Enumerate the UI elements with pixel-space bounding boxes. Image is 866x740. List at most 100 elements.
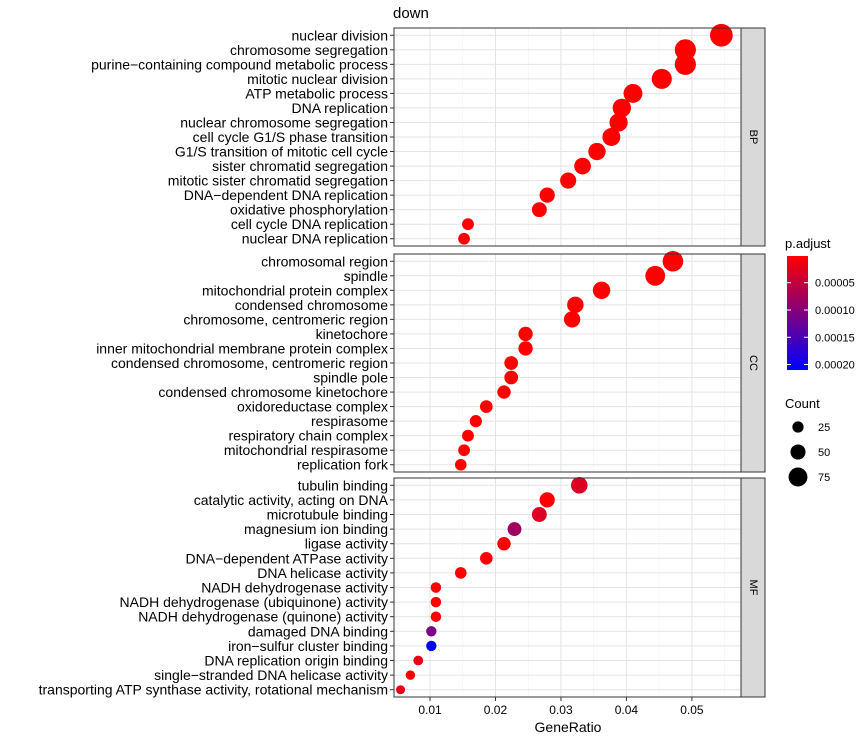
x-tick-label: 0.05: [680, 703, 704, 717]
size-legend-label: 75: [818, 472, 830, 484]
y-tick-label: condensed chromosome: [235, 297, 389, 313]
color-legend-tick-label: 0.00015: [815, 332, 855, 344]
y-tick-label: mitotic sister chromatid segregation: [168, 173, 388, 189]
facet-strip: [740, 27, 766, 247]
point-damaged-dna-binding: [426, 626, 437, 637]
point-mitotic-nuclear-division: [651, 68, 672, 89]
y-tick-label: inner mitochondrial membrane protein com…: [96, 340, 388, 356]
facet-strip-label: MF: [747, 580, 759, 596]
point-mitotic-sister-chromatid-segregation: [560, 172, 577, 189]
y-tick-label: nuclear division: [292, 27, 389, 43]
y-tick-label: mitochondrial protein complex: [202, 282, 388, 298]
size-legend-title: Count: [785, 396, 820, 411]
point-inner-mitochondrial-membrane-protein-complex: [518, 341, 533, 356]
point-dna-replication: [612, 98, 632, 118]
point-iron-sulfur-cluster-binding: [426, 640, 437, 652]
point-nuclear-division: [710, 23, 733, 47]
facet-strip: [740, 477, 766, 698]
color-legend-title: p.adjust: [785, 236, 831, 251]
chart-title: down: [393, 5, 429, 22]
point-nadh-dehydrogenase-quinone-activity: [430, 611, 442, 622]
y-tick-label: iron−sulfur cluster binding: [228, 638, 388, 654]
y-tick-label: respiratory chain complex: [228, 428, 388, 444]
x-tick-label: 0.03: [549, 703, 573, 717]
y-tick-label: condensed chromosome kinetochore: [158, 384, 388, 400]
point-ligase-activity: [497, 536, 511, 551]
point-dna-dependent-dna-replication: [539, 187, 555, 203]
point-oxidoreductase-complex: [479, 400, 493, 413]
color-legend-ticks: 0.00005 0.00010 0.00015 0.00020: [787, 278, 855, 372]
point-mitochondrial-respirasome: [458, 444, 470, 457]
point-condensed-chromosome-centromeric-region: [504, 356, 519, 370]
y-tick-label: DNA replication: [292, 100, 389, 116]
point-chromosome-centromeric-region: [563, 311, 581, 328]
y-tick-label: replication fork: [297, 457, 389, 473]
point-respirasome: [469, 415, 482, 428]
x-tick-label: 0.02: [484, 703, 508, 717]
size-legend-dot: [790, 444, 806, 460]
y-tick-label: G1/S transition of mitotic cell cycle: [175, 144, 388, 160]
y-tick-label: damaged DNA binding: [248, 623, 388, 639]
y-tick-label: NADH dehydrogenase (ubiquinone) activity: [120, 594, 388, 610]
point-spindle-pole: [504, 370, 519, 385]
y-tick-label: respirasome: [311, 413, 388, 429]
size-legend-dot: [792, 421, 804, 433]
y-tick-label: nuclear chromosome segregation: [180, 114, 388, 130]
point-catalytic-activity-acting-on-dna: [539, 492, 555, 508]
point-condensed-chromosome-kinetochore: [497, 385, 511, 399]
y-tick-label: DNA−dependent DNA replication: [184, 187, 388, 203]
y-tick-label: catalytic activity, acting on DNA: [194, 492, 389, 508]
x-tick-label: 0.01: [418, 703, 442, 717]
y-tick-label: DNA−dependent ATPase activity: [186, 550, 388, 566]
point-atp-metabolic-process: [623, 83, 643, 103]
point-mitochondrial-protein-complex: [592, 281, 611, 300]
point-transporting-atp-synthase-activity-rotational-mechanism: [396, 685, 406, 695]
color-legend-tick-label: 0.00010: [815, 305, 855, 317]
point-purine-containing-compound-metabolic-process: [674, 53, 696, 75]
point-spindle: [645, 265, 666, 286]
y-tick-label: single−stranded DNA helicase activity: [154, 667, 388, 683]
x-tick-label: 0.04: [615, 703, 639, 717]
facet-strip-label: CC: [747, 355, 759, 371]
y-tick-label: mitochondrial respirasome: [224, 442, 388, 458]
color-legend-tick-label: 0.00020: [815, 360, 855, 372]
point-nadh-dehydrogenase-activity: [430, 582, 442, 593]
x-axis: 0.01 0.02 0.03 0.04 0.05: [418, 697, 704, 717]
y-tick-label: microtubule binding: [267, 507, 388, 523]
y-tick-label: kinetochore: [316, 326, 389, 342]
point-dna-dependent-atpase-activity: [479, 551, 493, 565]
point-cell-cycle-dna-replication: [462, 218, 474, 231]
size-legend-label: 25: [818, 422, 830, 434]
y-tick-label: ATP metabolic process: [245, 85, 388, 101]
y-tick-label: NADH dehydrogenase activity: [201, 580, 388, 596]
color-legend-tick-label: 0.00005: [815, 278, 855, 290]
point-sister-chromatid-segregation: [574, 157, 591, 175]
point-respiratory-chain-complex: [462, 429, 474, 442]
facet-strip-label: BP: [747, 130, 759, 145]
x-axis-label: GeneRatio: [535, 719, 602, 735]
point-chromosome-segregation: [674, 39, 696, 61]
y-tick-label: nuclear DNA replication: [242, 231, 388, 247]
point-nadh-dehydrogenase-ubiquinone-activity: [430, 596, 442, 608]
point-tubulin-binding: [570, 477, 588, 494]
size-legend-label: 50: [818, 447, 830, 459]
y-tick-label: DNA helicase activity: [257, 565, 388, 581]
y-tick-label: sister chromatid segregation: [212, 158, 388, 174]
y-tick-label: oxidative phosphorylation: [230, 202, 388, 218]
point-dna-replication-origin-binding: [413, 655, 424, 666]
y-tick-label: tubulin binding: [298, 477, 388, 493]
point-microtubule-binding: [531, 507, 547, 522]
y-tick-label: oxidoreductase complex: [237, 399, 388, 415]
point-cell-cycle-g1-s-phase-transition: [602, 128, 621, 146]
point-magnesium-ion-binding: [507, 522, 522, 537]
y-tick-label: purine−containing compound metabolic pro…: [91, 56, 388, 72]
y-tick-label: spindle pole: [313, 370, 388, 386]
size-legend-items: 25 50 75: [788, 421, 830, 487]
point-dna-helicase-activity: [454, 567, 467, 579]
y-tick-label: DNA replication origin binding: [204, 653, 388, 669]
y-tick-label: chromosome, centromeric region: [183, 311, 388, 327]
